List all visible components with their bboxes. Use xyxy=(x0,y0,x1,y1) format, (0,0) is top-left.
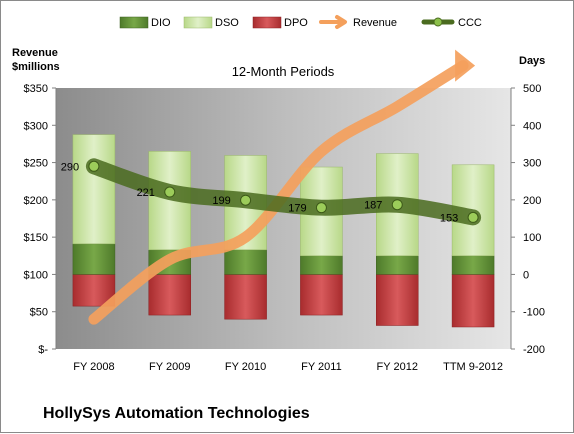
bar-series xyxy=(72,134,495,328)
ccc-data-label: 187 xyxy=(364,200,382,212)
legend-item-dio: DIO xyxy=(119,16,171,29)
legend: DIO DSO DPO Revenue CCC xyxy=(119,15,482,29)
ccc-series: 290 221 199 179 187 153 xyxy=(61,158,482,226)
legend-swatch-dpo xyxy=(252,16,282,29)
legend-marker-ccc xyxy=(433,17,443,27)
legend-label-dio: DIO xyxy=(151,17,171,29)
x-tick-label: FY 2008 xyxy=(73,361,114,373)
legend-label-dso: DSO xyxy=(215,17,239,29)
left-tick-label: $350 xyxy=(24,83,48,95)
bar-dpo xyxy=(300,274,343,316)
legend-item-dpo: DPO xyxy=(252,16,308,29)
ccc-data-label: 153 xyxy=(440,212,458,224)
left-tick-label: $50 xyxy=(30,307,48,319)
bar-dio xyxy=(72,243,116,275)
legend-swatch-dio xyxy=(119,16,149,29)
left-tick-label: $100 xyxy=(24,269,48,281)
ccc-marker xyxy=(88,160,100,172)
ccc-marker xyxy=(240,194,252,206)
right-tick-label: 400 xyxy=(523,120,541,132)
bar-dio xyxy=(376,255,419,275)
x-tick-label: FY 2009 xyxy=(149,361,190,373)
bar-dio xyxy=(224,249,267,275)
bar-dpo xyxy=(451,274,495,328)
ccc-data-label: 179 xyxy=(288,203,306,215)
ccc-data-label: 290 xyxy=(61,161,79,173)
company-name: HollySys Automation Technologies xyxy=(43,405,310,422)
bar-dpo xyxy=(148,274,191,316)
left-tick-label: $300 xyxy=(24,120,48,132)
right-tick-label: 500 xyxy=(523,83,541,95)
ccc-marker xyxy=(315,202,327,214)
legend-label-revenue: Revenue xyxy=(353,17,397,29)
right-tick-label: 0 xyxy=(523,269,529,281)
bar-dpo xyxy=(224,274,267,320)
ccc-data-label: 199 xyxy=(212,195,230,207)
chart-subtitle: 12-Month Periods xyxy=(232,64,335,79)
right-axis-title: Days xyxy=(519,55,545,67)
ccc-marker xyxy=(467,211,479,223)
left-tick-label: $250 xyxy=(24,158,48,170)
left-axis-title-line1: Revenue xyxy=(12,47,58,59)
legend-swatch-dso xyxy=(183,16,213,29)
revenue-arrowhead xyxy=(455,49,476,82)
legend-item-revenue: Revenue xyxy=(319,15,397,29)
bar-dio xyxy=(451,255,495,275)
left-axis-title-line2: $millions xyxy=(12,61,60,73)
legend-label-dpo: DPO xyxy=(284,17,308,29)
right-tick-label: -200 xyxy=(523,344,545,356)
plot-area xyxy=(56,88,511,349)
x-tick-label: FY 2012 xyxy=(377,361,418,373)
legend-arrow-revenue xyxy=(319,15,347,29)
bar-dpo xyxy=(376,274,419,326)
ccc-marker xyxy=(164,186,176,198)
left-tick-label: $- xyxy=(38,344,48,356)
right-tick-label: -100 xyxy=(523,307,545,319)
right-axis: -200 -100 0 100 200 300 400 500 xyxy=(510,83,545,356)
x-tick-label: TTM 9-2012 xyxy=(443,361,503,373)
right-tick-label: 300 xyxy=(523,158,541,170)
legend-label-ccc: CCC xyxy=(458,17,482,29)
left-axis: $- $50 $100 $150 $200 $250 $300 $350 xyxy=(24,83,57,356)
ccc-data-label: 221 xyxy=(137,187,155,199)
ccc-marker xyxy=(391,199,403,211)
left-tick-label: $150 xyxy=(24,232,48,244)
right-tick-label: 100 xyxy=(523,232,541,244)
bar-dso xyxy=(72,134,116,245)
x-tick-label: FY 2011 xyxy=(301,361,342,373)
legend-item-dso: DSO xyxy=(183,16,239,29)
legend-item-ccc: CCC xyxy=(421,17,482,29)
x-axis: FY 2008 FY 2009 FY 2010 FY 2011 FY 2012 TTM 9… xyxy=(73,361,503,373)
left-tick-label: $200 xyxy=(24,195,48,207)
right-tick-label: 200 xyxy=(523,195,541,207)
x-tick-label: FY 2010 xyxy=(225,361,266,373)
ccc-line xyxy=(85,158,482,226)
bar-dio xyxy=(300,255,343,275)
